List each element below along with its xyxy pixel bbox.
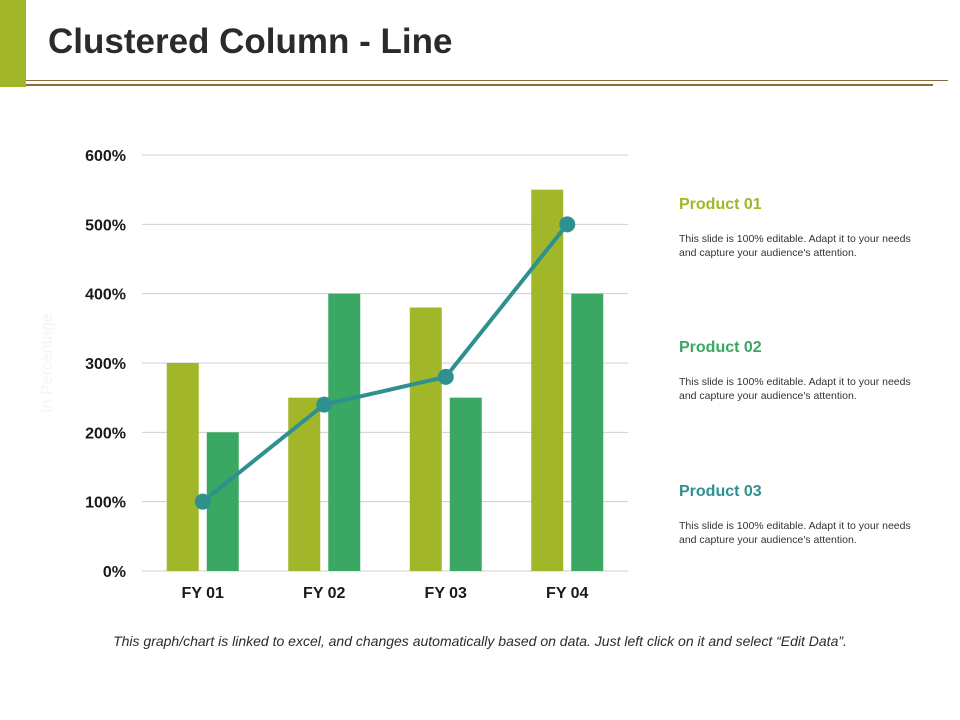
point-product-03-fy-01 xyxy=(194,493,211,510)
point-product-03-fy-02 xyxy=(316,396,333,413)
line-series-product-03 xyxy=(201,223,569,504)
bar-product-02-fy-04 xyxy=(571,293,604,571)
legend-desc-product-01: This slide is 100% editable. Adapt it to… xyxy=(679,233,911,259)
x-tick-label-fy-01: FY 01 xyxy=(182,585,225,602)
bar-product-02-fy-03 xyxy=(449,397,482,571)
x-tick-label-fy-04: FY 04 xyxy=(546,585,589,602)
legend-title-product-03: Product 03 xyxy=(679,483,762,500)
x-tick-label-fy-03: FY 03 xyxy=(425,585,468,602)
bar-product-01-fy-01 xyxy=(166,363,199,571)
y-tick-label-300: 300% xyxy=(85,356,126,373)
point-product-03-fy-03 xyxy=(437,368,454,385)
y-tick-label-100: 100% xyxy=(85,495,126,512)
bar-product-02-fy-02 xyxy=(328,293,361,571)
y-axis-label: In Percentage xyxy=(39,313,56,413)
legend-item-product-02: Product 02 This slide is 100% editable. … xyxy=(679,339,929,403)
x-tick-label-fy-02: FY 02 xyxy=(303,585,346,602)
bar-product-02-fy-01 xyxy=(206,432,239,571)
y-tick-label-200: 200% xyxy=(85,425,126,442)
accent-bar xyxy=(0,0,26,87)
bar-product-01-fy-03 xyxy=(409,307,442,571)
legend-item-product-01: Product 01 This slide is 100% editable. … xyxy=(679,196,929,260)
y-tick-label-600: 600% xyxy=(85,148,126,165)
legend-title-product-01: Product 01 xyxy=(679,196,762,213)
y-tick-label-500: 500% xyxy=(85,217,126,234)
y-tick-label-0: 0% xyxy=(103,564,126,581)
page-title: Clustered Column - Line xyxy=(48,22,453,61)
point-product-03-fy-04 xyxy=(559,216,576,233)
header-rule-bottom xyxy=(26,84,933,86)
bar-product-01-fy-02 xyxy=(288,397,321,571)
legend-desc-product-03: This slide is 100% editable. Adapt it to… xyxy=(679,520,911,546)
legend-item-product-03: Product 03 This slide is 100% editable. … xyxy=(679,483,929,547)
footer-note: This graph/chart is linked to excel, and… xyxy=(113,633,847,649)
legend-desc-product-02: This slide is 100% editable. Adapt it to… xyxy=(679,376,911,402)
header-rule-top xyxy=(26,80,948,81)
y-tick-label-400: 400% xyxy=(85,287,126,304)
bar-product-01-fy-04 xyxy=(531,189,564,571)
legend-title-product-02: Product 02 xyxy=(679,339,762,356)
